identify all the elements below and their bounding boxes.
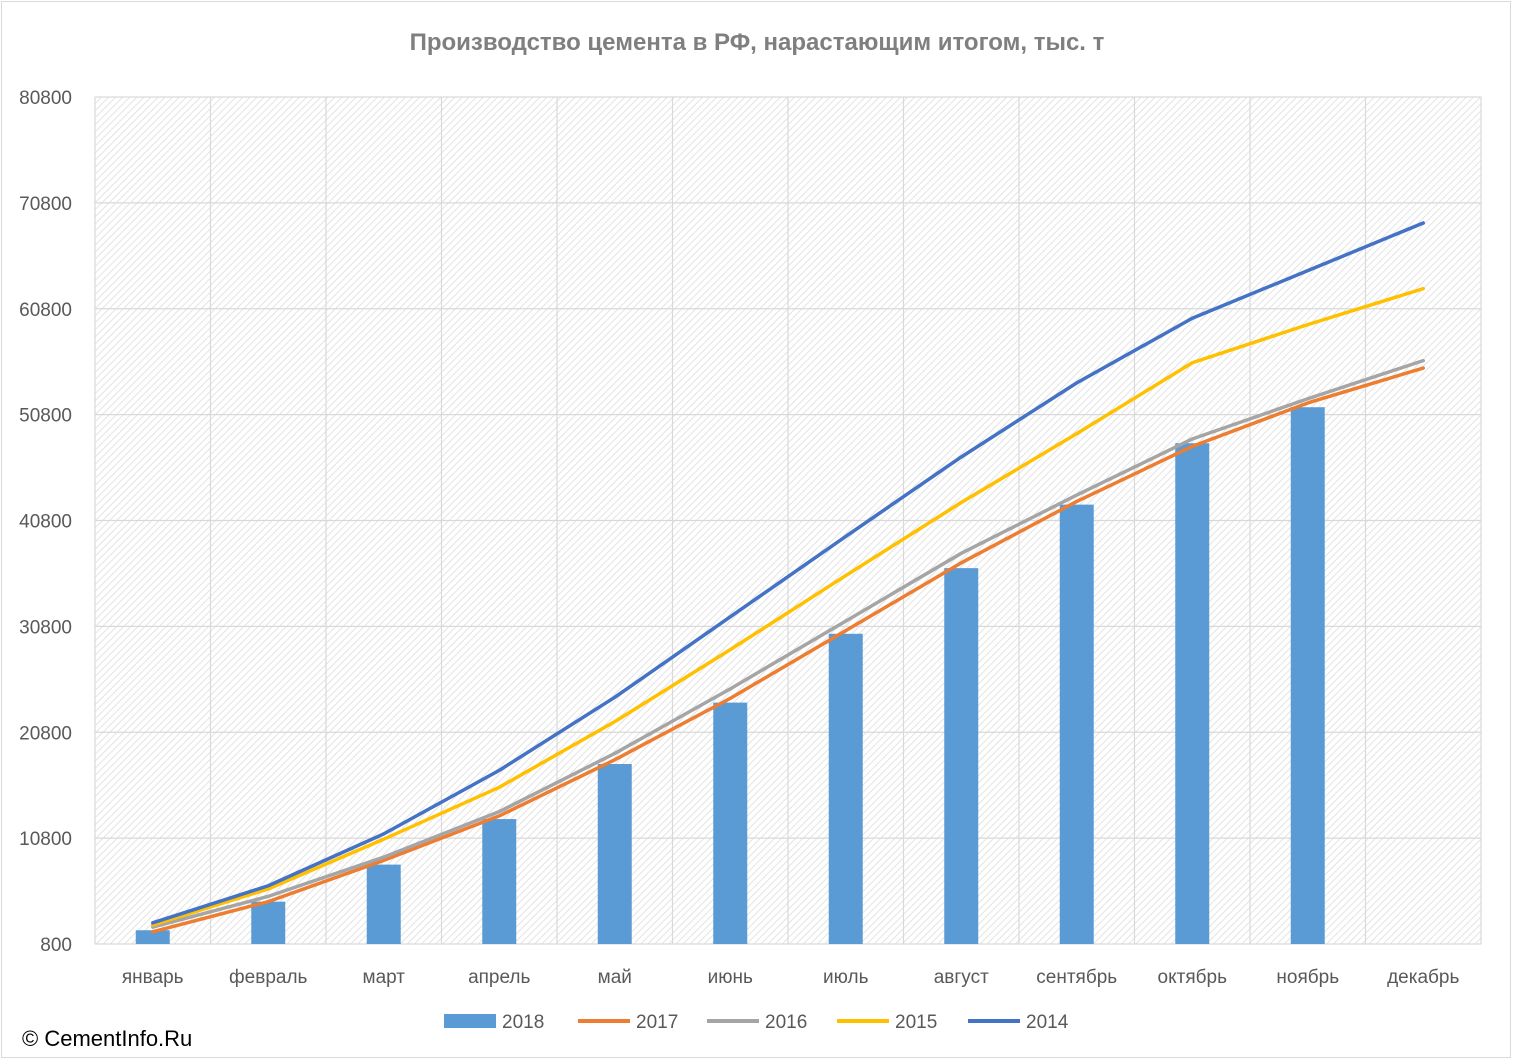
y-tick-label: 30800	[19, 617, 72, 638]
bar-2018	[251, 901, 286, 944]
line-2014	[151, 221, 1425, 925]
y-tick-label: 80800	[19, 88, 72, 109]
x-axis-ticks: январь февраль март апрель май июнь июль август…	[122, 967, 1460, 988]
y-tick-label: 10800	[19, 829, 72, 850]
x-tick-label: октябрь	[1158, 967, 1228, 988]
x-tick-label: апрель	[468, 967, 530, 988]
line-series	[151, 221, 1425, 934]
x-tick-label: июль	[823, 967, 869, 988]
legend-label-2014: 2014	[1026, 1012, 1069, 1033]
x-tick-label: март	[363, 967, 406, 988]
x-tick-label: январь	[122, 967, 184, 988]
bar-2018	[135, 930, 170, 944]
bar-2018	[597, 764, 632, 944]
bar-2018	[1059, 504, 1094, 944]
bar-2018	[482, 819, 517, 944]
x-tick-label: июнь	[708, 967, 753, 988]
line-2017	[151, 366, 1425, 934]
x-tick-label: май	[598, 967, 632, 988]
gridlines	[94, 96, 1482, 945]
copyright-text: © CementInfo.Ru	[22, 1026, 193, 1051]
bar-series-2018	[135, 407, 1325, 944]
y-tick-label: 800	[40, 935, 72, 956]
bar-2018	[828, 633, 863, 944]
line-2016	[151, 358, 1425, 929]
y-tick-label: 20800	[19, 723, 72, 744]
chart-title: Производство цемента в РФ, нарастающим и…	[410, 29, 1105, 56]
x-tick-label: ноябрь	[1276, 967, 1339, 988]
bar-2018	[1175, 443, 1210, 944]
y-tick-label: 40800	[19, 512, 72, 533]
x-tick-label: февраль	[229, 967, 308, 988]
bar-2018	[366, 864, 401, 944]
legend-label-2017: 2017	[636, 1012, 678, 1033]
bar-2018	[944, 568, 979, 944]
bar-2018	[1290, 407, 1325, 944]
y-tick-label: 70800	[19, 194, 72, 215]
legend-label-2016: 2016	[765, 1012, 807, 1033]
y-tick-label: 50800	[19, 406, 72, 427]
legend: 2018 2017 2016 2015 2014	[444, 1012, 1069, 1033]
legend-label-2015: 2015	[895, 1012, 937, 1033]
x-tick-label: август	[934, 967, 989, 988]
x-tick-label: декабрь	[1387, 967, 1459, 988]
y-axis-ticks: 800 10800 20800 30800 40800 50800 60800 70800 80…	[19, 88, 72, 956]
y-tick-label: 60800	[19, 300, 72, 321]
x-tick-label: сентябрь	[1036, 967, 1117, 988]
legend-swatch-2018	[444, 1014, 496, 1028]
line-2015	[151, 286, 1425, 927]
legend-label-2018: 2018	[502, 1012, 544, 1033]
bar-2018	[713, 702, 748, 944]
